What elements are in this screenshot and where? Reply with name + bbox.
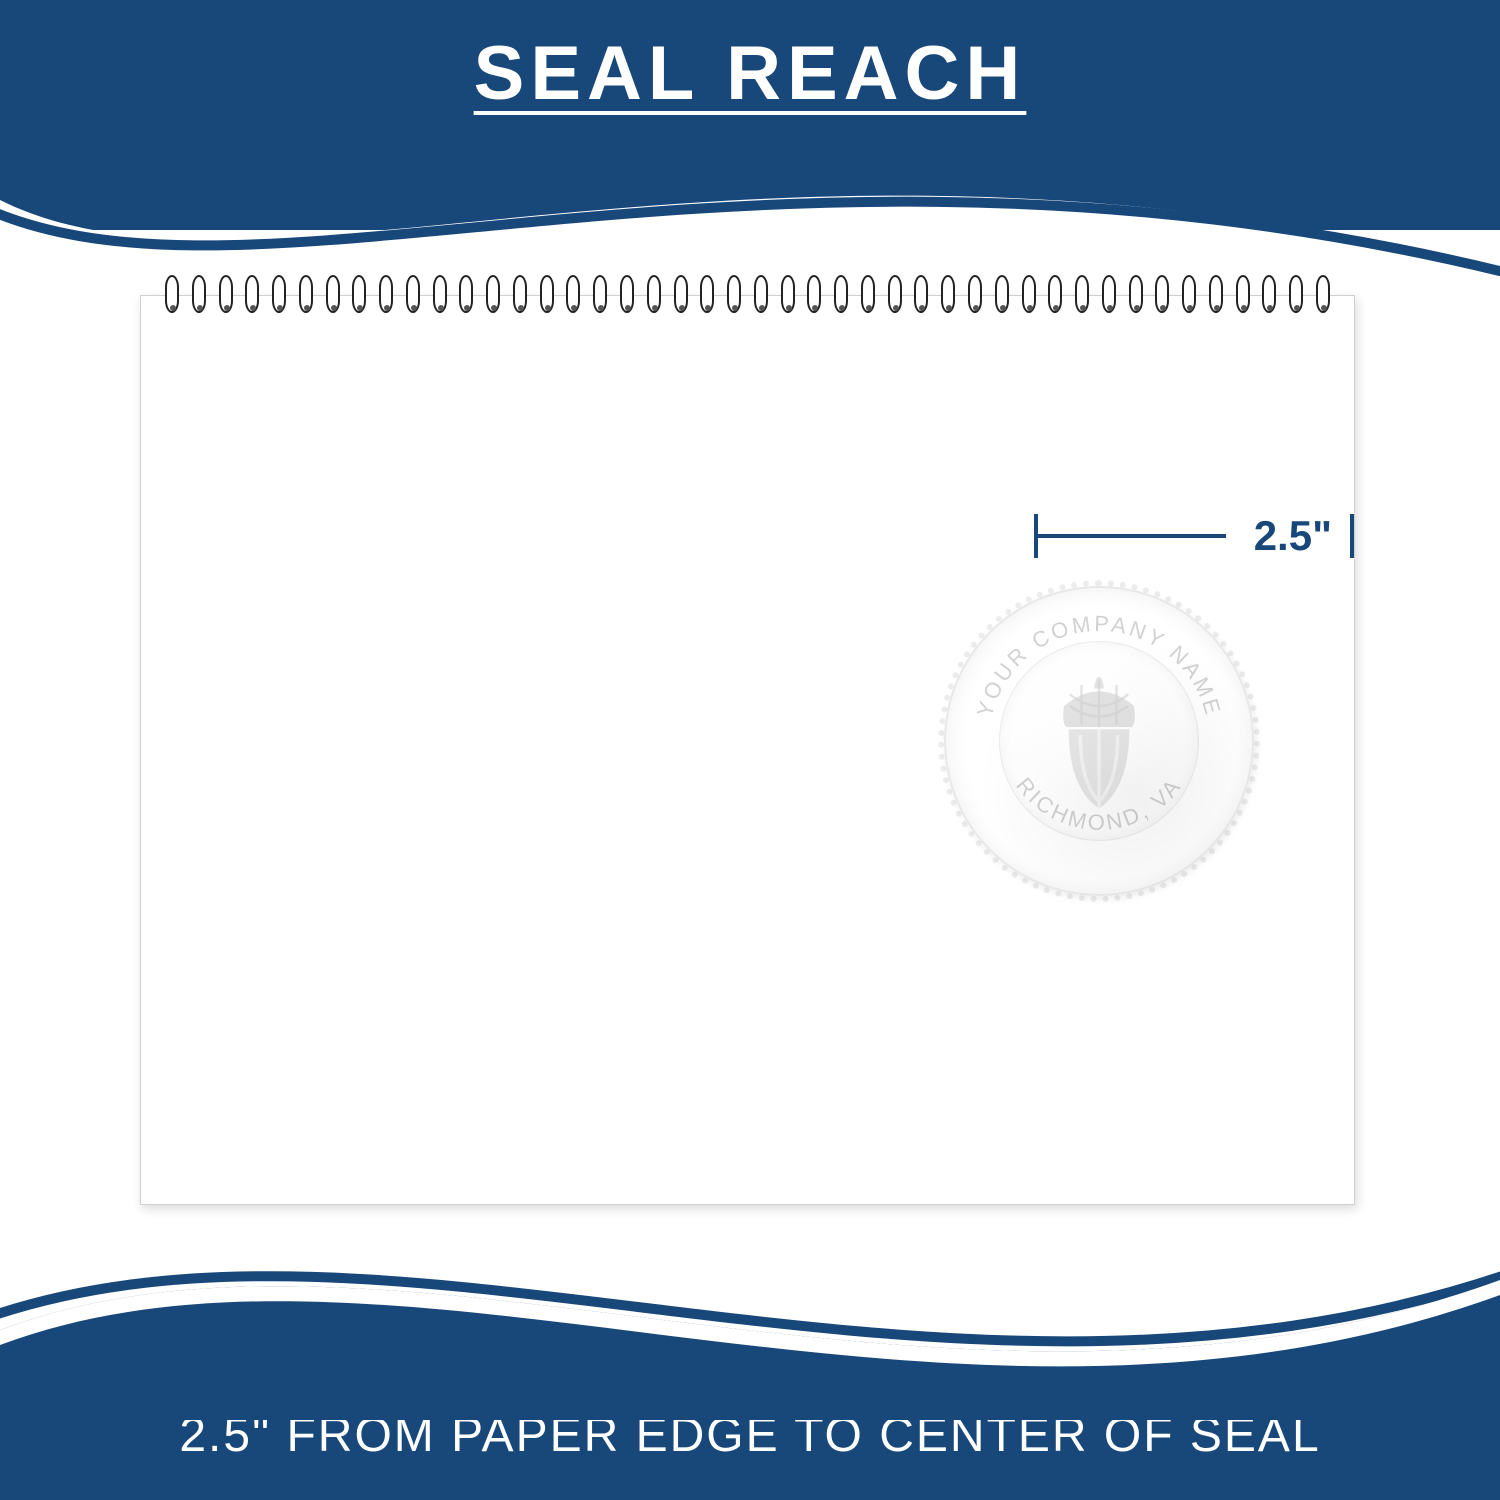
spiral-ring [1209,275,1223,313]
spiral-ring [1236,275,1250,313]
spiral-ring [700,275,714,313]
notepad: 2.5" YOUR COMPANY NAME RICHMOND, VA [140,265,1355,1205]
spiral-ring [861,275,875,313]
spiral-ring [219,275,233,313]
notepad-page: 2.5" YOUR COMPANY NAME RICHMOND, VA [140,295,1355,1205]
spiral-ring [941,275,955,313]
measurement-indicator: 2.5" [1034,511,1354,561]
spiral-ring [566,275,580,313]
spiral-ring [299,275,313,313]
page-title: SEAL REACH [0,30,1500,117]
spiral-ring [968,275,982,313]
measurement-cap-right [1350,514,1354,558]
spiral-ring [352,275,366,313]
spiral-ring [513,275,527,313]
spiral-binding [165,275,1330,315]
spiral-ring [620,275,634,313]
spiral-ring [486,275,500,313]
spiral-ring [326,275,340,313]
spiral-ring [245,275,259,313]
spiral-ring [914,275,928,313]
spiral-ring [647,275,661,313]
spiral-ring [674,275,688,313]
spiral-ring [1262,275,1276,313]
spiral-ring [807,275,821,313]
spiral-ring [727,275,741,313]
spiral-ring [272,275,286,313]
spiral-ring [995,275,1009,313]
spiral-ring [1289,275,1303,313]
acorn-icon [1039,671,1159,811]
embossed-seal: YOUR COMPANY NAME RICHMOND, VA [944,586,1254,896]
spiral-ring [754,275,768,313]
spiral-ring [593,275,607,313]
bottom-wave-decoration [0,1220,1500,1420]
measurement-label: 2.5" [1226,512,1350,560]
spiral-ring [1129,275,1143,313]
spiral-ring [1075,275,1089,313]
spiral-ring [1022,275,1036,313]
spiral-ring [781,275,795,313]
spiral-ring [834,275,848,313]
spiral-ring [1155,275,1169,313]
spiral-ring [165,275,179,313]
spiral-ring [433,275,447,313]
spiral-ring [1102,275,1116,313]
spiral-ring [1182,275,1196,313]
spiral-ring [1316,275,1330,313]
spiral-ring [540,275,554,313]
spiral-ring [459,275,473,313]
spiral-ring [1048,275,1062,313]
spiral-ring [379,275,393,313]
spiral-ring [406,275,420,313]
measurement-line [1038,534,1226,538]
spiral-ring [192,275,206,313]
spiral-ring [888,275,902,313]
